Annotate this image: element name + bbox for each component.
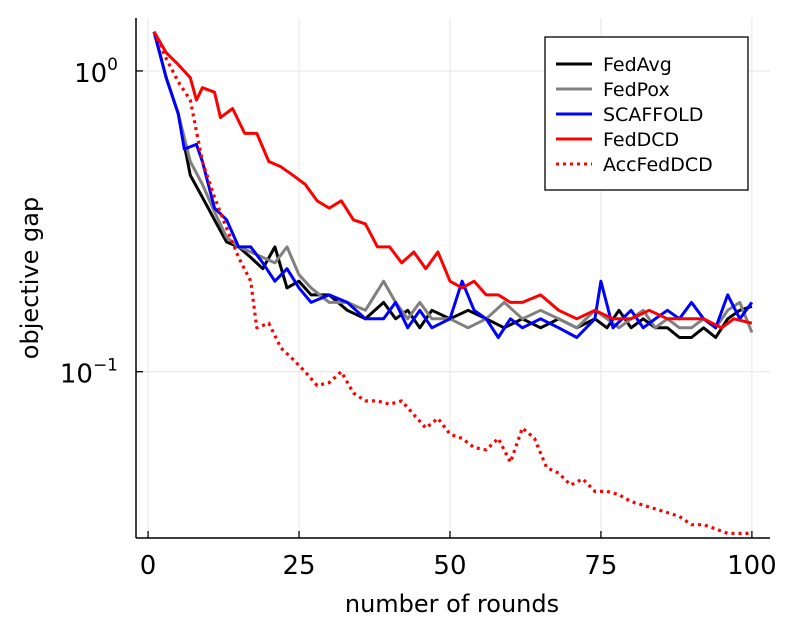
x-tick-label: 100 (727, 551, 777, 581)
y-tick-label: 10−1 (60, 356, 118, 390)
x-axis-label: number of rounds (345, 590, 559, 618)
x-tick-label: 25 (282, 551, 315, 581)
axes (135, 18, 770, 539)
x-tick-label: 0 (140, 551, 157, 581)
x-tick-labels: 0 25 50 75 100 (140, 531, 777, 581)
legend-label-fedpox: FedPox (603, 79, 670, 101)
series-line-feddcd (152, 31, 753, 330)
y-axis-label: objective gap (16, 197, 44, 359)
legend-label-feddcd: FedDCD (603, 129, 679, 151)
legend-label-accfeddcd: AccFedDCD (603, 154, 713, 176)
y-tick-label: 100 (74, 55, 118, 89)
y-tick-labels: 100 10−1 (60, 55, 143, 390)
x-tick-label: 75 (584, 551, 617, 581)
legend: FedAvg FedPox SCAFFOLD FedDCD AccFedDCD (544, 36, 749, 191)
legend-label-fedavg: FedAvg (603, 54, 672, 76)
x-tick-label: 50 (433, 551, 466, 581)
series-lines (152, 31, 754, 535)
legend-label-scaffold: SCAFFOLD (603, 104, 703, 126)
